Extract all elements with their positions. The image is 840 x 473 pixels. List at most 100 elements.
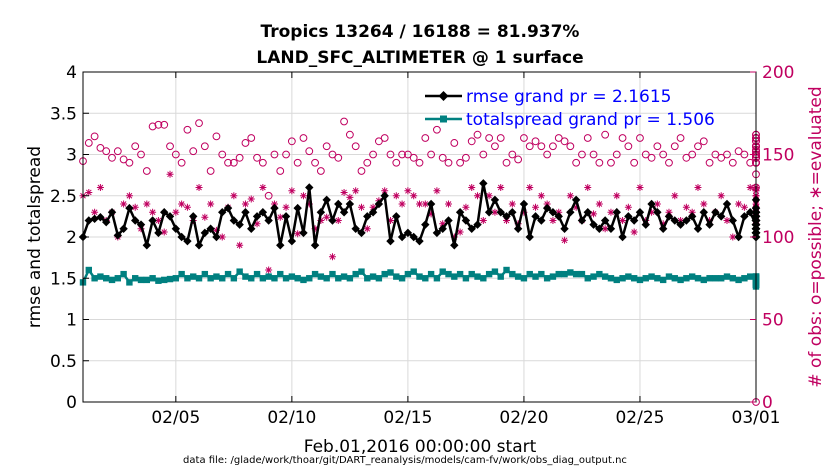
obs-evaluated-point [648, 208, 656, 216]
totalspread-point [451, 273, 458, 280]
obs-possible-point [462, 153, 470, 162]
obs-evaluated-point [346, 193, 354, 201]
x-axis-ticks: 02/05 02/10 02/15 02/20 02/25 03/01 [151, 72, 781, 428]
rmse-point [647, 199, 656, 209]
obs-evaluated-point [357, 203, 365, 211]
obs-possible-point [467, 137, 476, 146]
obs-evaluated-point [653, 200, 661, 208]
rmse-point [322, 195, 331, 205]
totalspread-point [729, 275, 736, 282]
totalspread-point [723, 273, 731, 280]
obs-possible-point [218, 150, 227, 159]
right-y-tick-label: 200 [762, 63, 794, 83]
obs-evaluated-point [288, 187, 296, 195]
obs-evaluated-point [601, 225, 609, 233]
obs-evaluated-point [212, 226, 220, 234]
rmse-point [658, 224, 668, 233]
obs-possible-point [531, 137, 540, 146]
right-y-axis-ticks: 0 50 100 150 200 [750, 63, 794, 413]
obs-evaluated-point [96, 184, 104, 191]
totalspread-point [671, 275, 678, 282]
obs-possible-point [363, 158, 372, 167]
rmse-point [206, 224, 215, 233]
rmse-point [229, 216, 239, 225]
rmse-point [102, 217, 111, 227]
totalspread-point [538, 270, 545, 278]
obs-evaluated-point [636, 184, 644, 191]
rmse-point [264, 216, 273, 225]
obs-evaluated-point [340, 188, 348, 196]
obs-possible-point [258, 158, 267, 167]
obs-evaluated-point [613, 192, 621, 200]
rmse-point [624, 212, 633, 221]
rmse-point [693, 224, 703, 233]
totalspread-point [526, 270, 533, 278]
obs-possible-point [212, 132, 221, 141]
rmse-point [571, 195, 581, 205]
obs-possible-point [746, 158, 755, 167]
left-y-tick-label: 4 [66, 63, 77, 83]
totalspread-point [567, 269, 574, 276]
obs-evaluated-point [682, 203, 690, 211]
obs-possible-point [189, 147, 198, 156]
rmse-point [148, 216, 157, 225]
totalspread-point [114, 275, 122, 282]
obs-possible-point [270, 150, 279, 159]
obs-evaluated-point [630, 228, 638, 236]
totalspread-point [607, 275, 615, 282]
totalspread-point [277, 270, 284, 278]
totalspread-point [294, 275, 301, 282]
obs-possible-point [554, 134, 563, 142]
obs-evaluated-point [328, 253, 336, 261]
rmse-point [653, 208, 662, 217]
obs-evaluated-point [386, 217, 394, 224]
obs-possible-point [166, 142, 174, 151]
obs-possible-point [473, 130, 482, 139]
rmse-point [577, 216, 587, 225]
obs-evaluated-point [311, 225, 319, 233]
obs-possible-point [485, 134, 494, 142]
data-file-footer: data file: /glade/work/thoar/git/DART_re… [183, 455, 627, 466]
rmse-point [589, 220, 598, 229]
rmse-point [728, 216, 737, 225]
obs-possible-point [276, 167, 285, 175]
rmse-point [699, 208, 708, 217]
legend-totalspread-marker [440, 115, 447, 123]
obs-possible-point [177, 158, 186, 167]
x-tick-label: 02/20 [499, 408, 548, 428]
rmse-point [351, 224, 360, 233]
rmse-point [629, 216, 639, 225]
obs-possible-point [374, 137, 383, 146]
totalspread-point [369, 273, 377, 280]
rmse-point [432, 228, 442, 238]
legend-rmse-marker [438, 91, 449, 101]
left-y-tick-label: 0 [66, 393, 77, 413]
x-tick-label: 03/01 [732, 408, 781, 428]
obs-possible-point [630, 158, 639, 167]
obs-possible-point [351, 142, 360, 151]
rmse-point [247, 224, 256, 233]
rmse-point [380, 191, 389, 200]
totalspread-point [601, 273, 609, 280]
obs-evaluated-point [410, 192, 418, 200]
obs-evaluated-point [491, 208, 499, 216]
totalspread-point [509, 270, 516, 278]
left-y-tick-label: 0.5 [50, 352, 77, 372]
chart-title-line-1: Tropics 13264 / 16188 = 81.937% [261, 22, 580, 42]
chart-title-line-2: LAND_SFC_ALTIMETER @ 1 surface [256, 48, 583, 68]
obs-possible-point [670, 142, 679, 151]
obs-possible-point [665, 158, 673, 167]
right-y-tick-label: 100 [762, 228, 794, 248]
obs-possible-point [734, 147, 743, 156]
obs-possible-point [525, 142, 534, 151]
rmse-point [142, 241, 152, 250]
obs-possible-point [578, 150, 586, 159]
rmse-point [734, 232, 743, 242]
obs-possible-point [659, 150, 668, 159]
right-y-tick-label: 150 [762, 146, 794, 166]
obs-evaluated-point [276, 213, 284, 221]
totalspread-point [143, 276, 151, 284]
totalspread-point [416, 273, 423, 280]
obs-possible-point [200, 142, 209, 151]
rmse-point [670, 216, 679, 225]
